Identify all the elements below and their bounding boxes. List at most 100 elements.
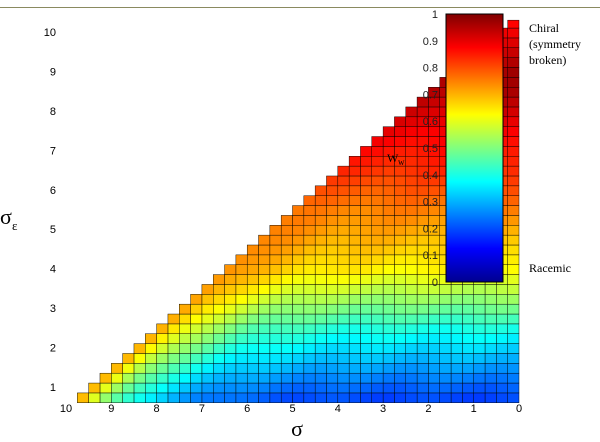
heatmap-cell <box>507 47 520 58</box>
colorbar-tick-label: 0.8 <box>423 63 438 75</box>
heatmap-cell <box>382 284 395 295</box>
heatmap-cell <box>473 343 486 354</box>
heatmap-cell <box>428 234 440 246</box>
heatmap-cell <box>473 313 486 325</box>
y-tick-label: 8 <box>50 106 56 118</box>
heatmap-cell <box>133 353 146 364</box>
heatmap-cell <box>416 156 429 167</box>
heatmap-cell <box>473 294 486 305</box>
heatmap-cell <box>314 215 327 226</box>
heatmap-cell <box>280 323 293 334</box>
top-rule <box>0 7 600 8</box>
heatmap-cell <box>212 343 225 354</box>
heatmap-cell <box>450 313 463 325</box>
heatmap-cell <box>212 313 225 325</box>
heatmap-cell <box>462 363 474 374</box>
heatmap-cell <box>484 323 497 334</box>
heatmap-cell <box>337 165 350 177</box>
heatmap-cell <box>246 294 259 305</box>
heatmap-cell <box>337 264 350 275</box>
heatmap-cell <box>394 215 406 226</box>
heatmap-cell <box>462 343 474 354</box>
heatmap-cell <box>394 116 406 127</box>
heatmap-cell <box>201 353 214 364</box>
heatmap-cell <box>280 234 293 246</box>
heatmap-cell <box>484 353 497 364</box>
heatmap-cell <box>371 195 384 206</box>
heatmap-cell <box>382 353 395 364</box>
heatmap-cell <box>314 284 327 295</box>
heatmap-cell <box>337 333 350 344</box>
heatmap-cell <box>246 313 259 325</box>
heatmap-cell <box>371 372 384 384</box>
heatmap-cell <box>507 313 520 325</box>
heatmap-cell <box>212 284 225 295</box>
heatmap-cell <box>269 333 282 344</box>
heatmap-cell <box>450 353 463 364</box>
heatmap-cell <box>405 323 418 334</box>
heatmap-cell <box>507 37 520 49</box>
heatmap-cell <box>314 333 327 344</box>
heatmap-cell <box>258 392 271 404</box>
heatmap-cell <box>156 392 169 404</box>
heatmap-cell <box>348 156 361 167</box>
heatmap-cell <box>122 363 135 374</box>
heatmap-cell <box>314 323 327 334</box>
heatmap-cell <box>416 274 429 285</box>
heatmap-cell <box>224 264 237 275</box>
heatmap-cell <box>382 313 395 325</box>
heatmap-cell <box>303 225 316 236</box>
heatmap-cell <box>246 274 259 285</box>
heatmap-cell <box>303 382 316 394</box>
heatmap-cell <box>258 382 271 394</box>
heatmap-cell <box>348 333 361 344</box>
heatmap-cell <box>201 363 214 374</box>
heatmap-cell <box>360 382 372 394</box>
heatmap-cell <box>405 363 418 374</box>
heatmap-cell <box>348 323 361 334</box>
heatmap-cell <box>360 323 372 334</box>
heatmap-cell <box>360 185 372 196</box>
heatmap-cell <box>190 353 203 364</box>
heatmap-cell <box>280 225 293 236</box>
heatmap-cell <box>348 244 361 256</box>
heatmap-cell <box>348 215 361 226</box>
heatmap-cell <box>224 303 237 315</box>
heatmap-cell <box>246 343 259 354</box>
heatmap-cell <box>360 205 372 216</box>
heatmap-cell <box>507 205 520 216</box>
heatmap-cell <box>280 333 293 344</box>
heatmap-cell <box>439 284 452 295</box>
heatmap-cell <box>246 284 259 295</box>
x-tick-label: 10 <box>60 403 72 415</box>
heatmap-cell <box>246 254 259 265</box>
heatmap-cell <box>326 313 339 325</box>
heatmap-cell <box>496 284 508 295</box>
svg-text:σ: σ <box>0 204 12 229</box>
colorbar-tick-label: 0.9 <box>423 36 438 48</box>
x-tick-label: 4 <box>335 403 341 415</box>
heatmap-cell <box>394 244 406 256</box>
heatmap-cell <box>473 333 486 344</box>
heatmap-cell <box>258 284 271 295</box>
heatmap-cell <box>416 323 429 334</box>
heatmap-cell <box>507 392 520 404</box>
heatmap-cell <box>450 343 463 354</box>
heatmap-cell <box>382 363 395 374</box>
heatmap-cell <box>450 363 463 374</box>
heatmap-cell <box>224 343 237 354</box>
heatmap-cell <box>190 294 203 305</box>
heatmap-cell <box>428 392 440 404</box>
heatmap-cell <box>246 363 259 374</box>
heatmap-cell <box>416 363 429 374</box>
heatmap-cell <box>371 353 384 364</box>
heatmap-cell <box>111 372 123 384</box>
heatmap-cell <box>201 382 214 394</box>
heatmap-cell <box>360 303 372 315</box>
heatmap-cell <box>258 333 271 344</box>
heatmap-cell <box>360 215 372 226</box>
heatmap-cell <box>382 382 395 394</box>
heatmap-cell <box>269 313 282 325</box>
y-tick-label: 4 <box>50 264 56 276</box>
heatmap-cell <box>371 333 384 344</box>
